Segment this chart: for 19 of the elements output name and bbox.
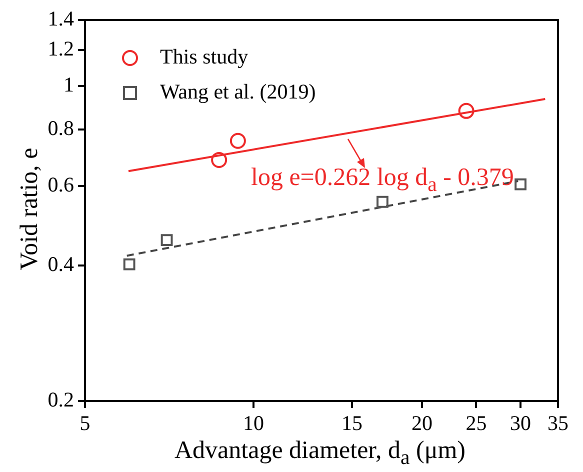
y-tick-label: 0.8 xyxy=(48,116,74,140)
y-tick-label: 1.2 xyxy=(48,36,74,61)
x-tick-label: 20 xyxy=(411,411,432,436)
y-tick-label: 0.2 xyxy=(48,388,74,412)
y-tick-label: 0.4 xyxy=(48,252,74,276)
legend-label: This study xyxy=(160,44,249,69)
annotation: log e=0.262 log d$_{a}$ - 0.379 xyxy=(251,164,514,197)
x-axis-title: Advantage diameter, d$_{a}$ (μm) xyxy=(174,437,466,470)
x-tick-label: 30 xyxy=(510,411,532,436)
y-tick-label: 1 xyxy=(64,72,74,96)
x-tick-label: 15 xyxy=(342,411,363,436)
y-tick-label: 1.4 xyxy=(48,6,74,31)
y-axis-title: Void ratio, e xyxy=(16,146,44,272)
legend-label: Wang et al. (2019) xyxy=(160,80,316,104)
x-tick-label: 25 xyxy=(466,411,487,436)
y-tick-label: 0.6 xyxy=(48,172,74,196)
x-tick-label: 35 xyxy=(548,411,568,436)
x-tick-label: 5 xyxy=(80,411,90,436)
x-tick-label: 10 xyxy=(242,411,264,436)
